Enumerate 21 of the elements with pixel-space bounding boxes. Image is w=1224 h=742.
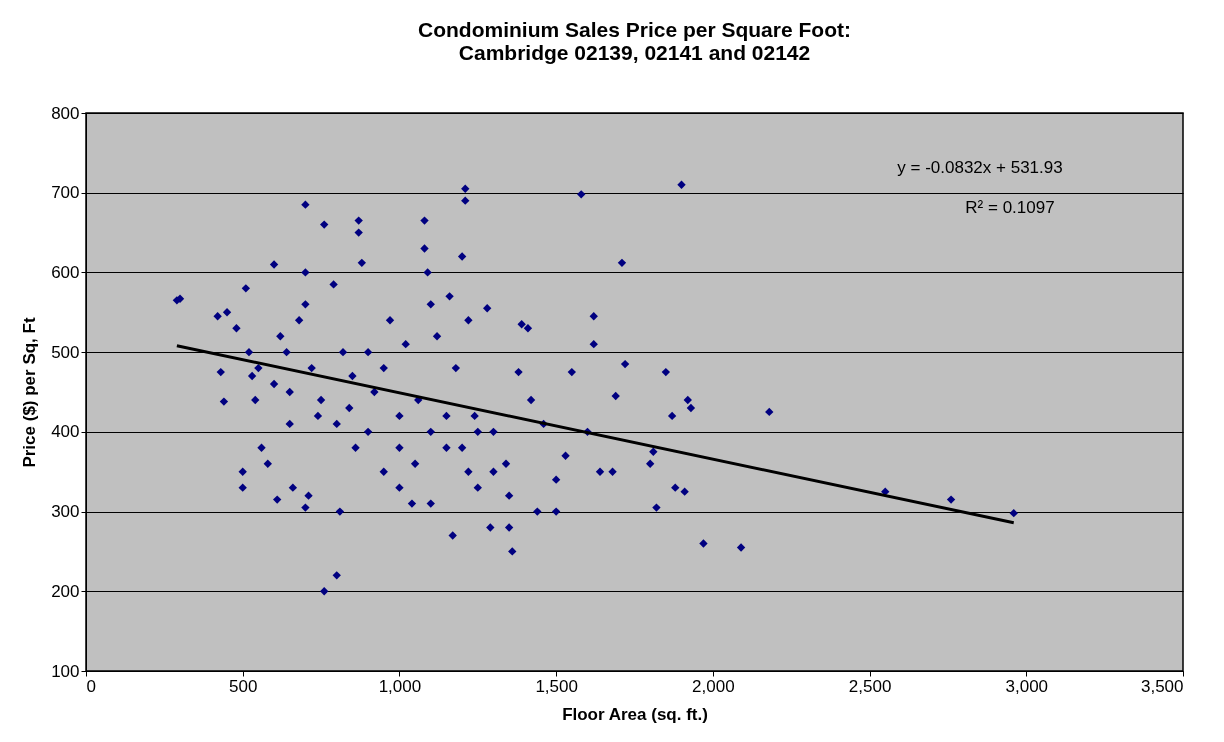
y-tick-label: 200: [51, 581, 80, 601]
chart-title: Condominium Sales Price per Square Foot: Cambridge 02139, 02141 and 02142: [418, 18, 851, 64]
x-tick-label: 3,000: [1005, 676, 1049, 696]
x-tick-label: 500: [229, 676, 258, 696]
y-axis-title: Price ($) per Sq, Ft: [20, 317, 40, 468]
y-tick-label: 300: [51, 502, 80, 522]
x-tick-label: 1,000: [378, 676, 422, 696]
x-tick-label: 2,500: [848, 676, 892, 696]
x-tick-label: 2,000: [692, 676, 735, 696]
x-tick-label: 3,500: [1140, 676, 1184, 696]
y-tick-label: 700: [51, 183, 80, 203]
y-tick-label: 500: [51, 342, 80, 362]
annotation: R² = 0.1097: [965, 198, 1055, 217]
x-tick-label: 0: [86, 676, 96, 696]
y-tick-label: 600: [51, 262, 80, 282]
y-tick-label: 800: [51, 103, 80, 123]
x-tick-label: 1,500: [535, 676, 578, 696]
annotation: y = -0.0832x + 531.93: [897, 158, 1063, 177]
x-axis-title: Floor Area (sq. ft.): [562, 704, 708, 724]
y-tick-label: 100: [51, 661, 80, 681]
y-tick-label: 400: [51, 422, 80, 442]
